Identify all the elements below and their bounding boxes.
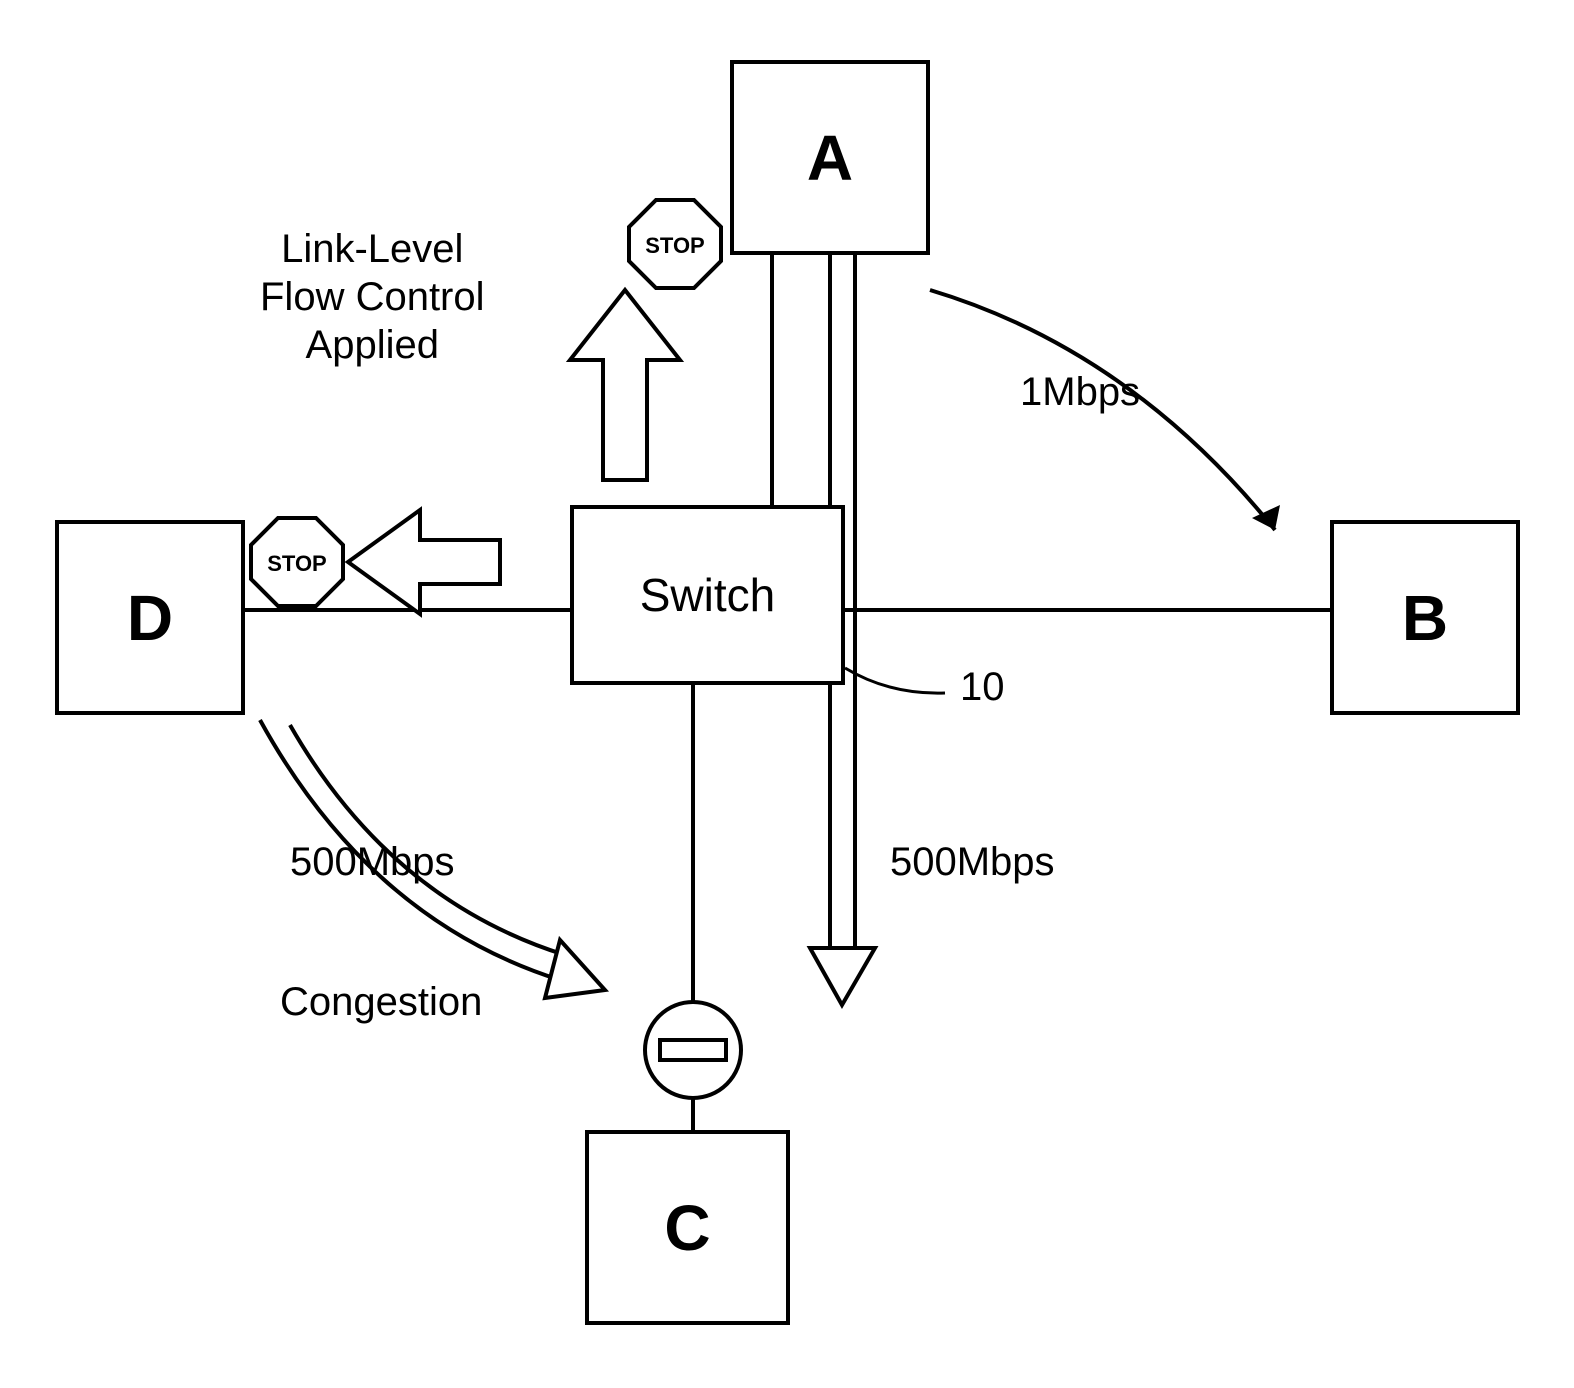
flow-control-line1: Link-Level — [260, 225, 485, 273]
node-d: D — [55, 520, 245, 715]
svg-text:STOP: STOP — [645, 233, 705, 258]
node-c-label: C — [664, 1191, 710, 1265]
node-b: B — [1330, 520, 1520, 715]
ref-num-label: 10 — [960, 665, 1005, 710]
node-b-label: B — [1402, 581, 1448, 655]
rate-ab-label: 1Mbps — [1020, 370, 1140, 415]
rate-dc-label: 500Mbps — [290, 840, 455, 885]
node-a-label: A — [807, 121, 853, 195]
node-a: A — [730, 60, 930, 255]
congestion-label: Congestion — [280, 980, 482, 1025]
node-d-label: D — [127, 581, 173, 655]
switch-node: Switch — [570, 505, 845, 685]
rate-ac-label: 500Mbps — [890, 840, 1055, 885]
node-c: C — [585, 1130, 790, 1325]
flow-control-line2: Flow Control — [260, 273, 485, 321]
switch-label: Switch — [640, 568, 775, 622]
svg-text:STOP: STOP — [267, 551, 327, 576]
network-diagram: STOP STOP A B C D Switch Link-Level Flow… — [0, 0, 1574, 1388]
flow-control-line3: Applied — [260, 321, 485, 369]
flow-control-label: Link-Level Flow Control Applied — [260, 225, 485, 369]
